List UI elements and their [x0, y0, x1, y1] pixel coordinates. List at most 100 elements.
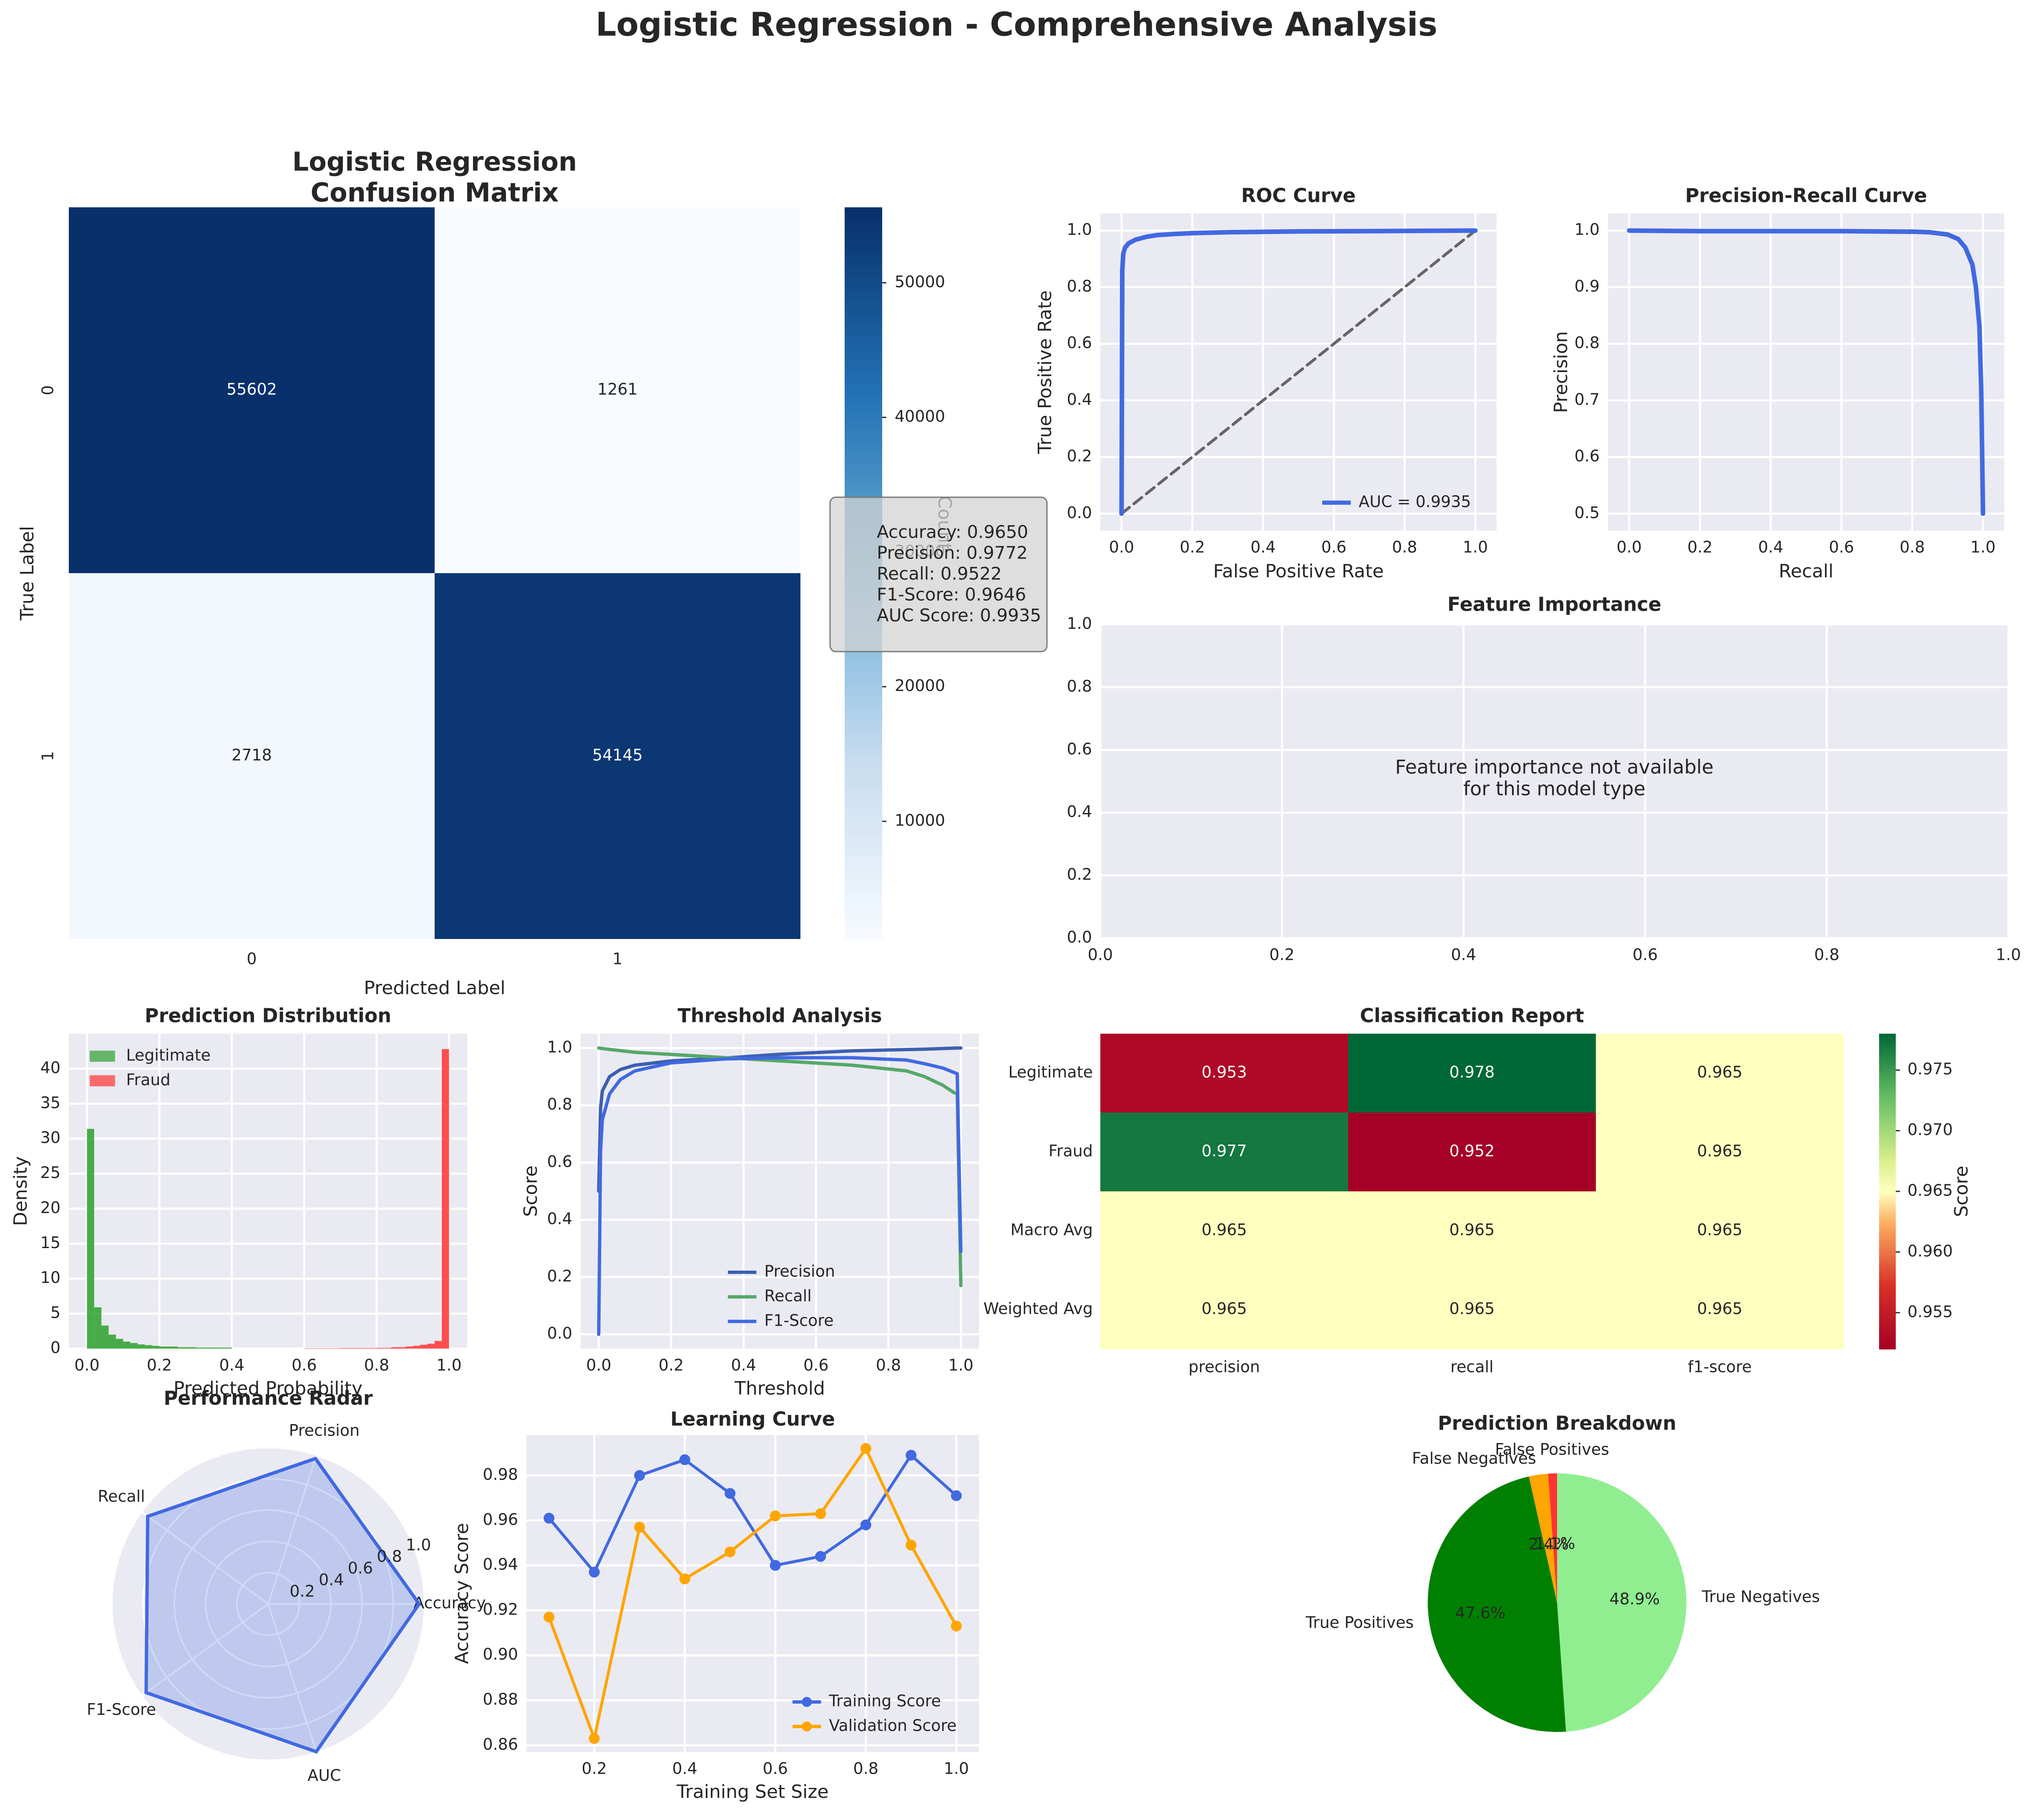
- learning-marker: [634, 1521, 645, 1533]
- report-colorbar-label: 0.975: [1907, 1060, 1953, 1078]
- confusion-colorbar-segment: [845, 207, 882, 214]
- radar-spoke: [141, 1603, 269, 1697]
- report-ytick: Macro Avg: [1011, 1221, 1093, 1239]
- learning-xtick-label: 0.2: [582, 1760, 607, 1778]
- confusion-colorbar-segment: [845, 853, 882, 860]
- confusion-title: Logistic Regression: [292, 146, 577, 177]
- report-colorbar-segment: [1879, 1081, 1896, 1085]
- report-colorbar-segment: [1879, 1194, 1896, 1198]
- report-colorbar-segment: [1879, 1113, 1896, 1116]
- report-colorbar-segment: [1879, 1254, 1896, 1258]
- report-colorbar-segment: [1879, 1339, 1896, 1343]
- pr-chart-background: [1608, 214, 2004, 531]
- report-colorbar-segment: [1879, 1093, 1896, 1098]
- radar-spoke: [267, 1604, 317, 1753]
- confusion-colorbar-segment: [845, 823, 882, 830]
- radar-rtick: 0.6: [348, 1559, 373, 1577]
- dist-chart-background: [69, 1034, 467, 1349]
- threshold-line-f1-score: [597, 1056, 963, 1336]
- report-cell-value: 0.965: [1202, 1221, 1247, 1239]
- learning-marker: [860, 1519, 871, 1531]
- radar-category: Accuracy: [413, 1594, 486, 1612]
- report-colorbar-segment: [1879, 1336, 1896, 1340]
- learning-legend-entry: Validation Score: [829, 1716, 956, 1734]
- learning-marker: [725, 1488, 736, 1499]
- report-cell: [1348, 1113, 1596, 1191]
- confusion-colorbar-segment: [845, 780, 882, 787]
- learning-xtick-label: 0.8: [853, 1760, 878, 1778]
- learning-marker: [815, 1508, 826, 1519]
- radar-rtick: 0.2: [289, 1582, 315, 1601]
- learning-marker: [860, 1443, 871, 1454]
- roc-xtick-label: 0.8: [1392, 538, 1417, 556]
- dist-bar-legitimate: [87, 1129, 94, 1349]
- dist-xtick-label: 0.8: [364, 1356, 389, 1374]
- dist-ytick-label: 5: [50, 1304, 60, 1322]
- learning-legend-entry: Training Score: [828, 1692, 941, 1710]
- report-colorbar-segment: [1879, 1330, 1896, 1334]
- confusion-colorbar-segment: [845, 872, 882, 879]
- report-colorbar-segment: [1879, 1314, 1896, 1318]
- report-colorbar-segment: [1879, 1320, 1896, 1324]
- confusion-colorbar-segment: [845, 926, 882, 934]
- report-colorbar-segment: [1879, 1119, 1896, 1123]
- classification-report: 0.953 0.978 0.965 0.977 0.952 0.965 0.965 0.965…: [984, 1004, 1972, 1376]
- threshold-ytick-label: 0.6: [547, 1152, 572, 1171]
- confusion-colorbar-segment: [845, 427, 882, 433]
- learning-xtick-label: 1.0: [944, 1760, 969, 1778]
- confusion-colorbar-segment: [845, 433, 882, 440]
- confusion-colorbar-segment: [845, 451, 882, 458]
- confusion-colorbar-segment: [845, 378, 882, 385]
- report-xtick: recall: [1450, 1358, 1493, 1376]
- dist-bar-fraud: [304, 1348, 341, 1349]
- threshold-ytick-label: 0.8: [547, 1095, 572, 1113]
- confusion-xtick: 0: [247, 950, 257, 968]
- feature-chart-background: [1100, 624, 2008, 938]
- learning-marker: [815, 1551, 826, 1562]
- report-cell-value: 0.965: [1697, 1063, 1743, 1081]
- report-colorbar-segment: [1879, 1239, 1896, 1242]
- report-colorbar-segment: [1879, 1185, 1896, 1189]
- dist-bar-legitimate: [116, 1339, 123, 1349]
- dist-xtick-label: 0.6: [292, 1356, 317, 1374]
- confusion-colorbar-segment: [845, 476, 882, 482]
- report-colorbar-segment: [1879, 1257, 1896, 1261]
- report-colorbar-segment: [1879, 1087, 1896, 1091]
- learning-ytick-label: 0.90: [483, 1645, 518, 1664]
- confusion-colorbar-segment: [845, 713, 882, 720]
- radar-category: Recall: [98, 1487, 145, 1505]
- report-colorbar-segment: [1879, 1055, 1896, 1060]
- confusion-colorbar-segment: [845, 250, 882, 257]
- dist-bar-legitimate: [145, 1345, 152, 1349]
- report-cell: [1596, 1113, 1844, 1191]
- dist-ytick-label: 30: [40, 1128, 60, 1147]
- report-colorbar-segment: [1879, 1097, 1896, 1100]
- confusion-ytick: 0: [39, 385, 57, 395]
- radar-rtick: 0.4: [319, 1571, 344, 1589]
- learning-ytick-label: 0.96: [483, 1510, 518, 1528]
- confusion-colorbar-segment: [845, 244, 882, 251]
- dist-xtick-label: 1.0: [436, 1356, 461, 1374]
- report-colorbar-segment: [1879, 1052, 1896, 1056]
- confusion-colorbar-segment: [845, 353, 882, 360]
- report-colorbar-segment: [1879, 1106, 1896, 1110]
- pie-slice: [1428, 1476, 1566, 1732]
- confusion-colorbar-segment: [845, 921, 882, 927]
- report-colorbar-segment: [1879, 1125, 1896, 1129]
- pr-xtick-label: 0.4: [1758, 538, 1783, 556]
- dist-bar-fraud: [340, 1348, 377, 1349]
- report-colorbar-segment: [1879, 1043, 1896, 1047]
- dist-bar-fraud: [391, 1347, 406, 1349]
- dist-bar-legitimate: [123, 1342, 131, 1349]
- confusion-colorbar-segment: [845, 420, 882, 428]
- report-colorbar-segment: [1879, 1100, 1896, 1104]
- dist-bar-legitimate: [177, 1347, 196, 1349]
- confusion-colorbar-segment: [845, 811, 882, 818]
- roc-chart: 0.0 0.2 0.4 0.6 0.8 1.0 0.0 0.2 0.4 0.6 0.8 1.0 ROC …: [1034, 184, 1497, 582]
- confusion-colorbar-segment: [845, 445, 882, 452]
- confusion-colorbar-segment: [845, 774, 882, 781]
- confusion-ytick: 1: [39, 751, 57, 761]
- report-colorbar-label: 0.955: [1907, 1302, 1953, 1321]
- learning-marker: [951, 1490, 962, 1501]
- report-colorbar-segment: [1879, 1201, 1896, 1205]
